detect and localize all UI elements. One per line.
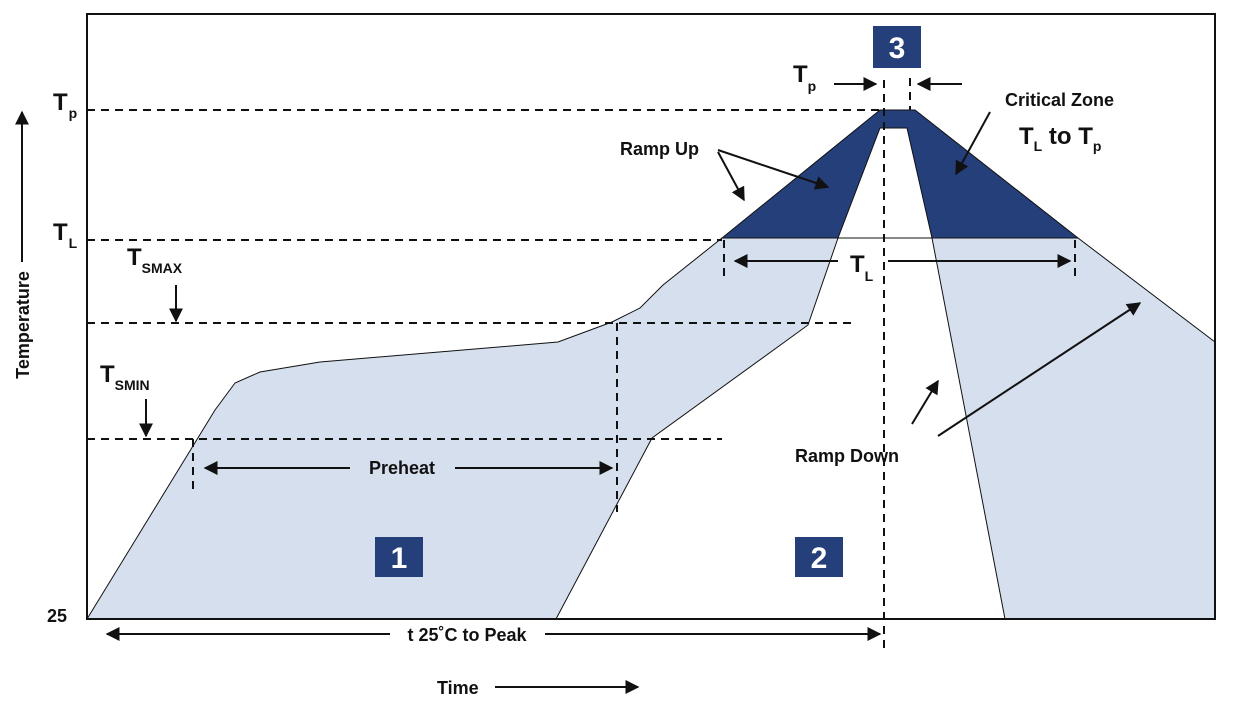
ramp-up-label: Ramp Up [620,139,699,159]
tp-tick-label: Tp [53,89,77,121]
ramp-down-label: Ramp Down [795,446,899,466]
tp-span-label: Tp [793,61,816,94]
preheat-zone-region [86,237,839,620]
preheat-label: Preheat [369,458,435,478]
zone-2-badge-label: 2 [811,542,828,575]
temperature-axis-label: Temperature [13,271,33,379]
ramp-down-arrow-2 [911,379,939,425]
cooling-zone-region [931,237,1216,620]
base-temperature-label: 25 [47,606,67,626]
ramp-down-arrow-1 [937,302,1142,437]
zone-1-badge-label: 1 [391,542,408,575]
tsmax-label: TSMAX [127,244,183,276]
ramp-up-arrow-1 [717,149,830,190]
time-to-peak-label: t 25˚C to Peak [407,625,527,645]
zone-3-badge [873,26,921,68]
guide-lines [87,78,1076,652]
tsmin-label: TSMIN [100,361,150,393]
critical-zone-arrow [955,111,991,176]
tl-tick-label: TL [53,219,78,251]
critical-range-label: TL to Tp [1019,123,1101,154]
time-axis-label: Time [437,678,479,698]
ramp-up-arrow-2 [717,151,745,202]
critical-zone-label: Critical Zone [1005,90,1114,110]
zone-3-badge-label: 3 [889,32,906,65]
plot-frame [86,13,1216,620]
zone-2-badge [795,537,843,577]
tl-span-label: TL [850,251,874,284]
zone-1-badge [375,537,423,577]
